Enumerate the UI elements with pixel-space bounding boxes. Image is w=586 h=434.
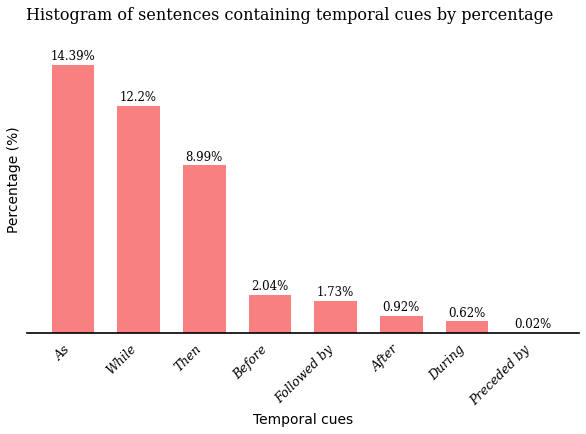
Bar: [380, 316, 423, 333]
Text: Histogram of sentences containing temporal cues by percentage: Histogram of sentences containing tempor…: [26, 7, 554, 24]
Text: 0.92%: 0.92%: [383, 301, 420, 314]
Bar: [52, 65, 94, 333]
Bar: [248, 295, 291, 333]
Text: 1.73%: 1.73%: [317, 286, 354, 299]
Text: 8.99%: 8.99%: [186, 151, 223, 164]
Text: 14.39%: 14.39%: [50, 50, 96, 63]
Bar: [314, 301, 357, 333]
Text: 0.02%: 0.02%: [514, 318, 551, 331]
Text: 2.04%: 2.04%: [251, 280, 288, 293]
X-axis label: Temporal cues: Temporal cues: [253, 413, 353, 427]
Text: 0.62%: 0.62%: [448, 306, 486, 319]
Bar: [183, 165, 226, 333]
Y-axis label: Percentage (%): Percentage (%): [7, 126, 21, 233]
Bar: [445, 322, 488, 333]
Text: 12.2%: 12.2%: [120, 91, 157, 104]
Bar: [117, 105, 160, 333]
